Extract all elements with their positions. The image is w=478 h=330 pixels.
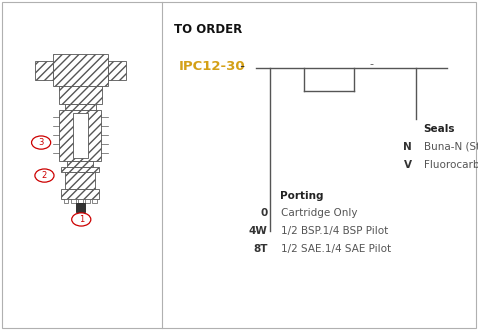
Bar: [73, 113, 88, 158]
Text: Porting: Porting: [280, 191, 323, 201]
Text: -: -: [236, 59, 245, 73]
Bar: [92, 199, 97, 203]
Text: Fluorocarbon: Fluorocarbon: [424, 160, 478, 170]
Text: N: N: [403, 142, 412, 152]
Text: Buna-N (Std.): Buna-N (Std.): [424, 142, 478, 152]
Text: IPC12-30: IPC12-30: [179, 59, 246, 73]
Bar: [67, 161, 93, 167]
Text: Cartridge Only: Cartridge Only: [281, 208, 358, 218]
FancyBboxPatch shape: [2, 2, 476, 328]
Bar: [76, 203, 85, 212]
Text: 3: 3: [38, 138, 44, 147]
Bar: [108, 61, 126, 80]
Bar: [53, 54, 108, 86]
Bar: [71, 199, 76, 203]
Bar: [61, 167, 99, 172]
Bar: [85, 199, 90, 203]
Bar: [78, 199, 83, 203]
Bar: [64, 199, 68, 203]
Bar: [34, 61, 53, 80]
Bar: [59, 110, 101, 161]
Text: TO ORDER: TO ORDER: [174, 23, 243, 36]
Bar: [65, 104, 96, 110]
Bar: [61, 189, 99, 199]
Bar: [65, 172, 95, 189]
Text: 2: 2: [42, 171, 47, 180]
Text: 1/2 BSP.1/4 BSP Pilot: 1/2 BSP.1/4 BSP Pilot: [281, 226, 388, 236]
Text: 4W: 4W: [249, 226, 268, 236]
Text: 8T: 8T: [253, 244, 268, 254]
Text: Seals: Seals: [423, 124, 455, 134]
Text: 1: 1: [79, 215, 84, 224]
Text: 1/2 SAE.1/4 SAE Pilot: 1/2 SAE.1/4 SAE Pilot: [281, 244, 391, 254]
Bar: [59, 86, 102, 104]
Text: 0: 0: [261, 208, 268, 218]
Text: V: V: [404, 160, 412, 170]
Text: -: -: [370, 59, 374, 69]
